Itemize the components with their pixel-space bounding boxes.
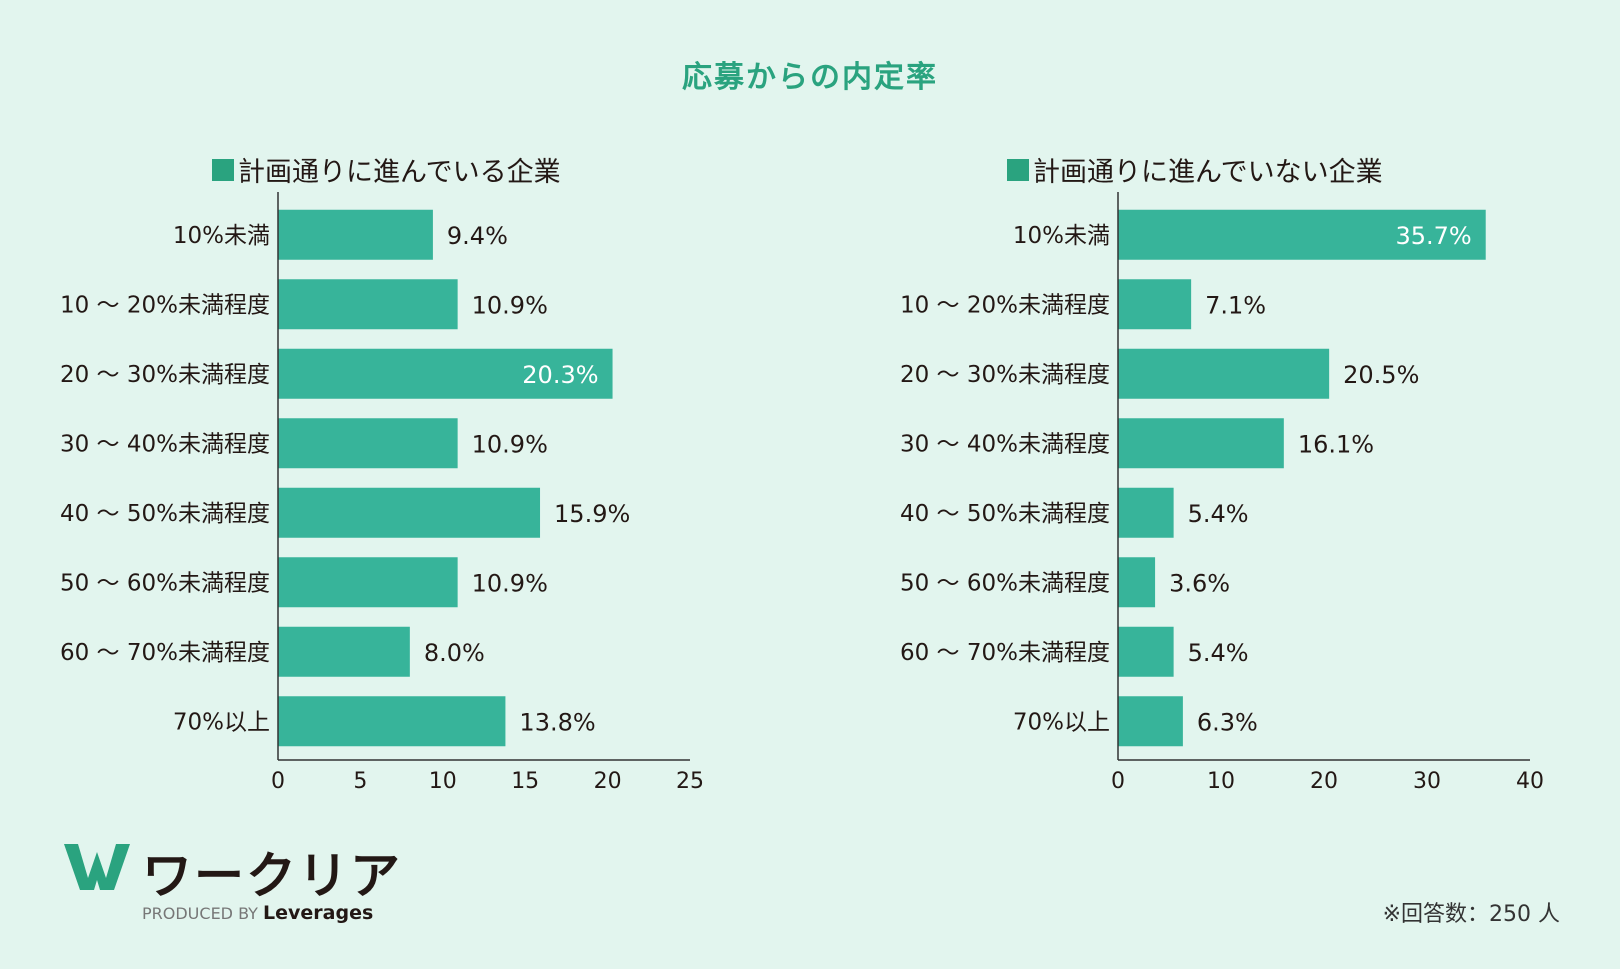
x-tick-label: 15 [511, 769, 539, 794]
category-label: 50 〜 60%未満程度 [900, 570, 1110, 596]
category-label: 60 〜 70%未満程度 [900, 640, 1110, 666]
category-label: 70%以上 [1013, 709, 1110, 735]
x-tick-label: 10 [429, 769, 457, 794]
bar-on-plan [278, 279, 458, 330]
category-label: 10 〜 20%未満程度 [900, 292, 1110, 318]
legend-label-off-plan: 計画通りに進んでいない企業 [1033, 157, 1383, 188]
x-tick-label: 20 [594, 769, 622, 794]
bar-off-plan [1118, 209, 1486, 260]
chart-title: 応募からの内定率 [682, 60, 938, 95]
value-label: 5.4% [1188, 639, 1249, 667]
legend-swatch [1007, 158, 1029, 181]
bar-chart-off-plan: 10%未満 35.7% 10 〜 20%未満程度 7.1% 20 〜 30%未満程度 20… [900, 192, 1544, 794]
category-label: 60 〜 70%未満程度 [60, 640, 270, 666]
category-label: 20 〜 30%未満程度 [60, 362, 270, 388]
value-label: 10.9% [472, 430, 548, 458]
bar-off-plan [1118, 279, 1192, 330]
value-label: 35.7% [1395, 222, 1471, 250]
value-label: 6.3% [1197, 708, 1258, 736]
x-tick-label: 0 [1111, 769, 1125, 794]
category-label: 10%未満 [1013, 223, 1110, 249]
bar-on-plan [278, 487, 541, 538]
value-label: 16.1% [1298, 430, 1374, 458]
bar-on-plan [278, 696, 506, 747]
value-label: 20.3% [522, 361, 598, 389]
value-label: 8.0% [424, 639, 485, 667]
bar-on-plan [278, 209, 433, 260]
logo: ワークリア PRODUCED BY Leverages [64, 842, 404, 924]
category-label: 50 〜 60%未満程度 [60, 570, 270, 596]
bar-on-plan [278, 418, 458, 469]
legend-label-on-plan: 計画通りに進んでいる企業 [238, 157, 561, 188]
value-label: 20.5% [1343, 361, 1419, 389]
bar-chart-on-plan: 10%未満 9.4% 10 〜 20%未満程度 10.9% 20 〜 30%未満程度 20… [60, 192, 704, 794]
legend-off-plan: 計画通りに進んでいない企業 [1007, 150, 1383, 189]
value-label: 10.9% [472, 291, 548, 319]
category-label: 40 〜 50%未満程度 [60, 501, 270, 527]
value-label: 13.8% [519, 708, 595, 736]
category-label: 30 〜 40%未満程度 [60, 431, 270, 457]
value-label: 3.6% [1169, 569, 1230, 597]
x-tick-label: 40 [1516, 769, 1544, 794]
bar-off-plan [1118, 487, 1174, 538]
logo-name: ワークリア [142, 847, 402, 905]
bar-off-plan [1118, 418, 1284, 469]
category-label: 10%未満 [173, 223, 270, 249]
bar-off-plan [1118, 348, 1330, 399]
x-tick-label: 30 [1413, 769, 1441, 794]
category-label: 70%以上 [173, 709, 270, 735]
bar-off-plan [1118, 557, 1156, 608]
bar-on-plan [278, 626, 410, 677]
value-label: 7.1% [1205, 291, 1266, 319]
legend-on-plan: 計画通りに進んでいる企業 [212, 150, 561, 189]
bar-on-plan [278, 348, 613, 399]
footnote: ※回答数：250 人 [1382, 902, 1560, 927]
value-label: 9.4% [447, 222, 508, 250]
x-tick-label: 10 [1207, 769, 1235, 794]
logo-mark-icon [64, 844, 130, 890]
bar-off-plan [1118, 696, 1183, 747]
category-label: 10 〜 20%未満程度 [60, 292, 270, 318]
logo-produced-by: PRODUCED BY Leverages [142, 902, 373, 924]
x-tick-label: 25 [676, 769, 704, 794]
value-label: 5.4% [1188, 500, 1249, 528]
category-label: 40 〜 50%未満程度 [900, 501, 1110, 527]
bar-off-plan [1118, 626, 1174, 677]
x-tick-label: 0 [271, 769, 285, 794]
produced-by-label: PRODUCED BY [142, 904, 258, 923]
category-label: 30 〜 40%未満程度 [900, 431, 1110, 457]
category-label: 20 〜 30%未満程度 [900, 362, 1110, 388]
x-tick-label: 20 [1310, 769, 1338, 794]
value-label: 15.9% [554, 500, 630, 528]
value-label: 10.9% [472, 569, 548, 597]
brand-name: Leverages [263, 902, 374, 924]
x-tick-label: 5 [353, 769, 367, 794]
legend-swatch [212, 158, 234, 181]
bar-on-plan [278, 557, 458, 608]
